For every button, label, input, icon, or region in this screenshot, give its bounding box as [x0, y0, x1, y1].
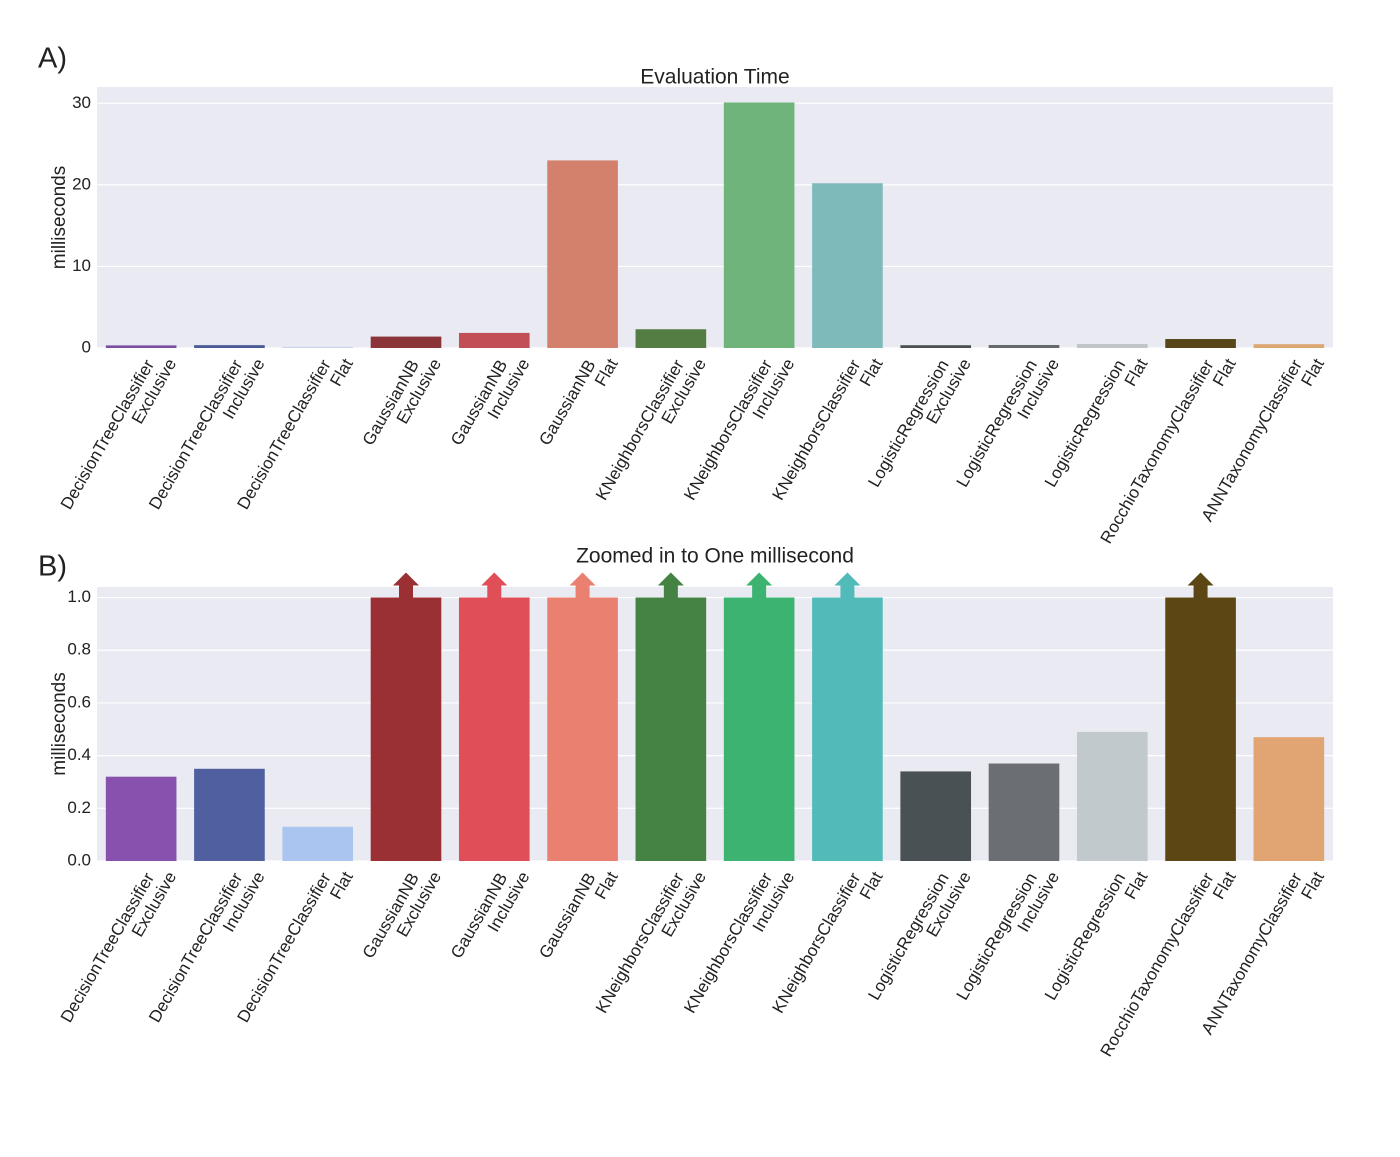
- bar: [547, 160, 618, 348]
- bar: [988, 763, 1060, 861]
- bar: [547, 597, 618, 861]
- y-tick-label: 10: [72, 256, 91, 275]
- panel-label: B): [38, 551, 67, 583]
- y-tick-label: 0.0: [67, 850, 91, 869]
- y-axis-label: milliseconds: [49, 166, 70, 269]
- bar: [282, 826, 354, 861]
- bar: [370, 597, 442, 861]
- y-tick-label: 1.0: [67, 587, 91, 606]
- x-tick-label: GaussianNBExclusive: [359, 859, 445, 971]
- x-tick-label-line: Flat: [1298, 868, 1329, 902]
- bar: [105, 776, 177, 861]
- bar: [900, 345, 972, 348]
- y-tick-label: 30: [72, 93, 91, 112]
- bar: [900, 771, 972, 861]
- y-tick-label: 0.2: [67, 798, 91, 817]
- overflow-arrow: [746, 572, 773, 598]
- bar: [723, 102, 795, 348]
- bar: [812, 183, 883, 348]
- y-tick-label: 0.4: [67, 745, 91, 764]
- bar: [635, 329, 707, 348]
- x-tick-label-line: Flat: [327, 868, 358, 902]
- bar: [282, 346, 354, 348]
- x-tick-label-line: Flat: [591, 355, 622, 389]
- x-tick-label-line: Flat: [1121, 868, 1152, 902]
- x-tick-label-line: GaussianNB: [536, 870, 600, 962]
- x-tick-label: GaussianNBExclusive: [359, 346, 445, 458]
- bar: [723, 597, 795, 861]
- bar: [1165, 597, 1236, 861]
- bar: [1253, 344, 1325, 348]
- x-tick-label-line: DecisionTreeClassifier: [57, 869, 158, 1026]
- bar: [194, 345, 265, 348]
- x-tick-label: GaussianNBFlat: [536, 859, 623, 971]
- bar: [458, 597, 530, 861]
- bar: [1076, 731, 1148, 861]
- overflow-arrow: [657, 572, 684, 598]
- x-tick-label-line: Flat: [856, 868, 887, 902]
- bar: [635, 597, 707, 861]
- y-tick-label: 0: [82, 337, 91, 356]
- overflow-arrow: [834, 572, 861, 598]
- x-tick-label-line: Flat: [1209, 868, 1240, 902]
- plot-background: [97, 87, 1333, 348]
- bar: [1165, 339, 1236, 348]
- overflow-arrow: [569, 572, 596, 598]
- x-tick-label: GaussianNBInclusive: [447, 859, 533, 971]
- x-tick-label-line: DecisionTreeClassifier: [57, 356, 158, 513]
- chart-title: Zoomed in to One millisecond: [576, 545, 854, 568]
- y-tick-label: 0.6: [67, 692, 91, 711]
- x-tick-label-line: Flat: [856, 355, 887, 389]
- y-tick-label: 20: [72, 174, 91, 193]
- bar: [370, 336, 442, 348]
- x-tick-label-line: Flat: [591, 868, 622, 902]
- overflow-arrow: [1187, 572, 1214, 598]
- y-axis-label: milliseconds: [49, 672, 70, 775]
- bar: [1076, 344, 1148, 348]
- x-tick-label: GaussianNBInclusive: [447, 346, 533, 458]
- x-tick-label: GaussianNBFlat: [536, 346, 623, 458]
- y-tick-label: 0.8: [67, 640, 91, 659]
- bar: [458, 332, 530, 348]
- bar: [988, 344, 1060, 348]
- bar: [194, 768, 265, 861]
- x-tick-label-line: Flat: [1209, 355, 1240, 389]
- panel-label: A): [38, 43, 67, 75]
- overflow-arrow: [393, 572, 419, 598]
- bar: [105, 345, 177, 348]
- overflow-arrow: [481, 572, 508, 598]
- chart-title: Evaluation Time: [640, 66, 789, 89]
- bar: [1253, 737, 1325, 861]
- bar: [812, 597, 883, 861]
- x-tick-label-line: Flat: [1298, 355, 1329, 389]
- x-tick-label-line: GaussianNB: [536, 357, 600, 449]
- x-tick-label-line: Flat: [1121, 355, 1152, 389]
- x-tick-label-line: Flat: [327, 355, 358, 389]
